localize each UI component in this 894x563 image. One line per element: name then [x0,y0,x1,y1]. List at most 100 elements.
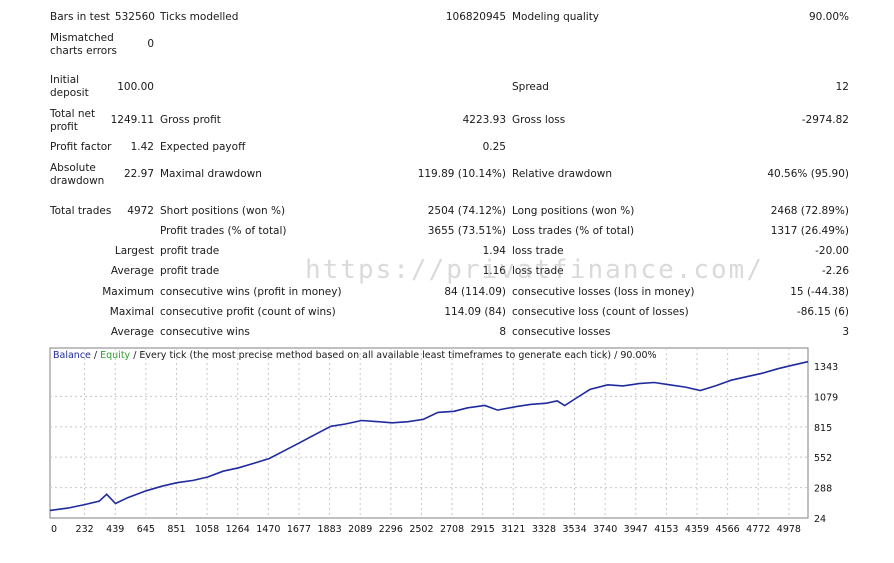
average-loss-label: loss trade [512,265,564,277]
avg-consec-wins-label: consecutive wins [160,326,250,338]
legend-sep: / [90,350,101,361]
legend-description: / Every tick (the most precise method ba… [130,350,657,361]
spread-value: 12 [835,81,849,93]
loss-trades-label: Loss trades (% of total) [512,225,635,237]
relative-drawdown-label: Relative drawdown [512,168,613,180]
x-tick-label: 1264 [226,524,250,535]
initial-deposit-label-2: deposit [50,87,89,99]
gross-profit-value: 4223.93 [462,114,506,126]
largest-loss-value: -20.00 [815,245,849,257]
x-tick-label: 2502 [409,524,433,535]
total-net-profit-label-2: profit [50,121,78,133]
x-tick-label: 4566 [716,524,740,535]
balance-chart: 0 232 439 645 851 1058 1264 1470 1677 1883 2089 229… [48,346,848,541]
legend-equity: Equity [100,350,131,361]
x-tick-label: 439 [106,524,124,535]
x-tick-label: 4153 [654,524,678,535]
expected-payoff-label: Expected payoff [160,141,246,153]
average-profit-label: profit trade [160,265,220,277]
loss-trades-value: 1317 (26.49%) [770,225,849,237]
modeling-quality-label: Modeling quality [512,11,600,23]
max-consec-wins-label: consecutive wins (profit in money) [160,286,342,298]
max-consec-wins-value: 84 (114.09) [444,286,506,298]
maximal-consec-loss-value: -86.15 (6) [796,306,849,318]
avg-consec-wins-value: 8 [499,326,506,338]
x-tick-label: 1058 [195,524,219,535]
average-loss-value: -2.26 [821,265,849,277]
x-tick-label: 645 [137,524,155,535]
bars-in-test-label: Bars in test [50,11,110,23]
profit-factor-label: Profit factor [50,141,112,153]
initial-deposit-label-1: Initial [50,74,80,86]
series-line-balance [49,360,809,512]
maximal-consec-profit-value: 114.09 (84) [444,306,506,318]
absolute-drawdown-label-2: drawdown [50,175,105,187]
profit-trades-label: Profit trades (% of total) [160,225,287,237]
x-tick-label: 3534 [562,524,586,535]
x-tick-label: 1677 [287,524,311,535]
relative-drawdown-value: 40.56% (95.90) [767,168,849,180]
x-tick-label: 2708 [440,524,464,535]
x-tick-label: 4772 [746,524,770,535]
x-tick-label: 3121 [501,524,525,535]
bars-in-test-value: 532560 [114,11,155,23]
y-tick-label: 1343 [814,362,838,373]
x-tick-label: 2089 [348,524,372,535]
maximal-consec-loss-label: consecutive loss (count of losses) [512,306,689,318]
y-tick-label: 552 [814,453,832,464]
average-consec-label: Average [110,326,154,338]
largest-loss-label: loss trade [512,245,564,257]
expected-payoff-value: 0.25 [482,141,506,153]
max-consec-losses-label: consecutive losses (loss in money) [512,286,695,298]
x-tick-label: 3328 [532,524,556,535]
maximal-label: Maximal [109,306,154,318]
maximal-drawdown-label: Maximal drawdown [160,168,262,180]
total-net-profit-value: 1249.11 [110,114,154,126]
ticks-modelled-label: Ticks modelled [160,11,239,23]
x-tick-label: 851 [167,524,185,535]
x-tick-label: 3947 [624,524,648,535]
x-tick-label: 4359 [685,524,709,535]
watermark: https://privatfinance.com/ [305,255,764,285]
short-positions-label: Short positions (won %) [160,205,286,217]
x-tick-label: 0 [51,524,57,535]
mismatched-label-2: charts errors [50,45,117,57]
y-tick-label: 288 [814,484,832,495]
long-positions-value: 2468 (72.89%) [770,205,849,217]
profit-factor-value: 1.42 [130,141,154,153]
average-profit-value: 1.16 [482,265,506,277]
total-net-profit-label-1: Total net [50,108,96,120]
mismatched-label-1: Mismatched [50,32,114,44]
largest-profit-label: profit trade [160,245,220,257]
absolute-drawdown-label-1: Absolute [50,162,96,174]
ticks-modelled-value: 106820945 [445,11,506,23]
x-tick-label: 232 [76,524,94,535]
total-trades-value: 4972 [127,205,154,217]
avg-consec-losses-value: 3 [842,326,849,338]
modeling-quality-value: 90.00% [808,11,849,23]
gross-profit-label: Gross profit [160,114,221,126]
initial-deposit-value: 100.00 [117,81,154,93]
spread-label: Spread [512,81,549,93]
largest-label: Largest [114,245,154,257]
average-label: Average [110,265,154,277]
profit-trades-value: 3655 (73.51%) [427,225,506,237]
short-positions-value: 2504 (74.12%) [427,205,506,217]
chart-svg: 0 232 439 645 851 1058 1264 1470 1677 1883 2089 229… [49,347,838,535]
mismatched-value: 0 [147,38,154,50]
y-tick-label: 1079 [814,392,838,403]
max-consec-losses-value: 15 (-44.38) [790,286,849,298]
x-tick-label: 2296 [379,524,403,535]
maximal-drawdown-value: 119.89 (10.14%) [417,168,506,180]
x-tick-label: 1883 [317,524,341,535]
y-tick-label: 24 [814,514,826,525]
x-tick-label: 2915 [471,524,495,535]
total-trades-label: Total trades [50,205,112,217]
gross-loss-value: -2974.82 [801,114,849,126]
maximal-consec-profit-label: consecutive profit (count of wins) [160,306,336,318]
gross-loss-label: Gross loss [512,114,566,126]
y-tick-label: 815 [814,423,832,434]
chart-legend: Balance / Equity / Every tick (the most … [53,350,657,361]
legend-balance: Balance [53,350,91,361]
largest-profit-value: 1.94 [482,245,506,257]
